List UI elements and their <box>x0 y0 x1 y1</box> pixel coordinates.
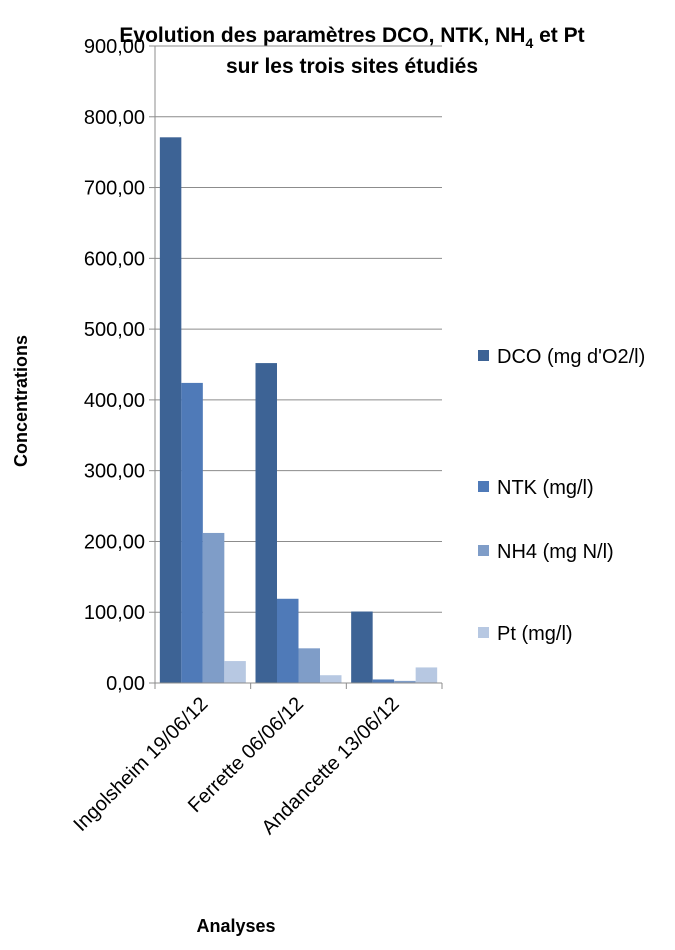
bar <box>351 611 373 683</box>
bar <box>202 532 225 683</box>
bar <box>415 667 438 683</box>
chart-title-subscript: 4 <box>525 35 533 51</box>
y-tick-label: 700,00 <box>84 178 145 200</box>
chart-title-line2: sur les trois sites étudiés <box>226 55 478 78</box>
legend-swatch <box>478 545 489 556</box>
bar <box>255 363 277 683</box>
bar <box>394 680 416 683</box>
legend-label: DCO (mg d'O2/l) <box>497 346 645 368</box>
legend-label: Pt (mg/l) <box>497 623 573 645</box>
y-tick-label: 500,00 <box>84 319 145 341</box>
chart-title-prefix: Evolution des paramètres DCO, NTK, NH <box>119 24 525 47</box>
y-tick-label: 100,00 <box>84 602 145 624</box>
y-tick-label: 200,00 <box>84 531 145 553</box>
legend: DCO (mg d'O2/l) NTK (mg/l) NH4 (mg N/l) Pt … <box>478 346 645 645</box>
bar <box>159 137 182 683</box>
y-tick-label: 600,00 <box>84 248 145 270</box>
legend-label: NH4 (mg N/l) <box>497 541 614 563</box>
legend-swatch <box>478 350 489 361</box>
x-tick-label: Ingolsheim 19/06/12 <box>69 693 212 836</box>
chart-title-line1: Evolution des paramètres DCO, NTK, NH4 e… <box>119 24 584 51</box>
y-tick-labels: 0,00 100,00 200,00 300,00 400,00 500,00 600,00… <box>84 36 145 695</box>
y-tick-label: 0,00 <box>106 673 145 695</box>
bar <box>372 679 395 683</box>
y-tick-label: 800,00 <box>84 107 145 129</box>
legend-swatch <box>478 481 489 492</box>
legend-label: NTK (mg/l) <box>497 477 594 499</box>
x-axis-title: Analyses <box>196 916 275 936</box>
bar <box>320 675 342 683</box>
y-tick-label: 400,00 <box>84 390 145 412</box>
y-tick-label: 900,00 <box>84 36 145 58</box>
y-tick-label: 300,00 <box>84 461 145 483</box>
bar <box>298 648 320 683</box>
bar <box>224 661 246 683</box>
y-axis-title: Concentrations <box>11 335 31 467</box>
legend-swatch <box>478 627 489 638</box>
bar <box>277 598 299 683</box>
bar <box>181 382 203 683</box>
bars <box>159 137 438 683</box>
axes <box>154 46 443 689</box>
chart-title-suffix: et Pt <box>533 24 584 47</box>
